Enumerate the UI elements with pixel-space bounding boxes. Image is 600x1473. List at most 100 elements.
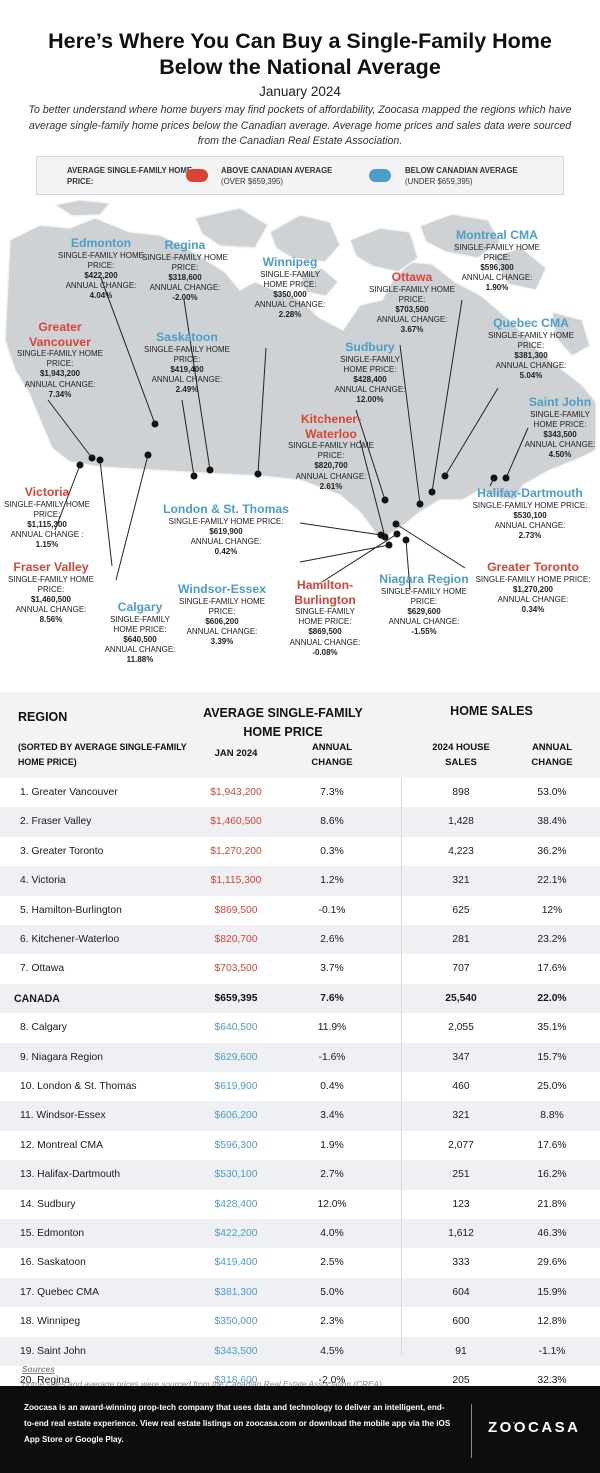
map-label-change: -0.08% — [312, 647, 338, 657]
cell-region: 4. Victoria — [20, 875, 66, 887]
cell-price-change: -0.1% — [318, 904, 346, 916]
cell-price-change: 8.6% — [320, 816, 344, 828]
map-label-price-text: SINGLE-FAMILY HOME PRICE: — [488, 330, 574, 350]
map-label-price-text: SINGLE-FAMILY HOME PRICE: — [4, 499, 90, 519]
cell-sales: 333 — [452, 1257, 470, 1269]
header-sales: HOME SALES — [450, 704, 533, 718]
map-label-greater-vancouver: Greater Vancouver SINGLE-FAMILY HOME PRIC… — [17, 320, 103, 400]
cell-price-change: 12.0% — [317, 1198, 347, 1210]
map-label-price: $530,100 — [513, 510, 547, 520]
map-label-change-text: ANNUAL CHANGE: — [334, 385, 406, 395]
map-label-price-text: SINGLE-FAMILY HOME PRICE: — [472, 500, 588, 510]
cell-sales: 91 — [455, 1345, 467, 1357]
cell-region: 10. London & St. Thomas — [20, 1081, 137, 1092]
cell-region: 20. Regina — [20, 1375, 70, 1386]
cell-sales-change: 46.3% — [537, 1228, 567, 1239]
leader-line-saint-john — [505, 427, 529, 479]
table-row: 4. Victoria $1,115,300 1.2% 321 22.1% — [0, 866, 600, 896]
cell-sales: 1,612 — [448, 1228, 474, 1239]
leader-line-victoria — [54, 464, 81, 531]
map-label-change-text: ANNUAL CHANGE: — [461, 273, 533, 283]
map-label-price: $1,943,200 — [39, 369, 81, 379]
cell-price: $1,943,200 — [210, 787, 262, 798]
cell-price-change: -1.6% — [318, 1051, 346, 1063]
leader-line-niagara-region — [405, 539, 411, 591]
canada-landmass — [4, 199, 597, 541]
cell-price: $1,115,300 — [210, 875, 262, 887]
map-label-change-text: ANNUAL CHANGE: — [24, 379, 96, 389]
cell-price-change: 4.5% — [320, 1345, 344, 1357]
map-label-name: Calgary — [117, 600, 163, 614]
map-label-change-text: ANNUAL CHANGE: — [65, 281, 137, 291]
map-label-change-text: ANNUAL CHANGE: — [186, 627, 258, 637]
cell-price: $1,270,200 — [210, 845, 262, 857]
map-label-change-text: ANNUAL CHANGE: — [494, 520, 566, 530]
cell-sales-change: 16.2% — [537, 1169, 567, 1181]
map-label-name: Halifax-Dartmouth — [477, 486, 583, 500]
cell-region: 9. Niagara Region — [20, 1051, 103, 1063]
cell-region: 13. Halifax-Dartmouth — [20, 1169, 121, 1181]
header-price: AVERAGE SINGLE-FAMILY HOME PRICE — [203, 706, 363, 739]
map-label-price: $629,600 — [407, 606, 441, 616]
cell-price: $640,500 — [214, 1022, 258, 1034]
cell-price-change: 11.9% — [317, 1022, 347, 1034]
cell-price-change: 3.7% — [320, 963, 344, 975]
cell-region: 18. Winnipeg — [20, 1316, 81, 1328]
map-label-niagara-region: Niagara Region SINGLE-FAMILY HOME PRICE: $… — [372, 572, 476, 638]
legend-below-sub: (UNDER $659,395) — [405, 177, 473, 186]
map-label-montreal-cma: Montreal CMA SINGLE-FAMILY HOME PRICE: $59… — [444, 228, 550, 294]
map-label-change-text: ANNUAL CHANGE: — [524, 440, 596, 450]
legend-above-sub: (OVER $659,395) — [221, 177, 283, 186]
price-table: REGION (SORTED BY AVERAGE SINGLE-FAMILY … — [0, 692, 600, 1396]
map-label-price-text: SINGLE-FAMILY HOME PRICE: — [288, 441, 374, 461]
map-label-change: 7.34% — [48, 389, 72, 399]
cell-price: $419,400 — [214, 1257, 258, 1269]
map-label-change-text: ANNUAL CHANGE: — [149, 283, 221, 293]
map-label-halifax-dartmouth: Halifax-Dartmouth SINGLE-FAMILY HOME PRIC… — [461, 486, 599, 541]
table-row: 9. Niagara Region $629,600 -1.6% 347 15.7% — [0, 1042, 600, 1072]
cell-price: $703,500 — [214, 963, 258, 975]
map-label-change-text: ANNUAL CHANGE : — [10, 530, 84, 540]
cell-price-change: 2.6% — [320, 934, 344, 945]
map-label-price: $318,600 — [168, 272, 202, 282]
map-label-price-text: SINGLE-FAMILY HOME PRICE: — [168, 516, 284, 526]
map-label-price: $381,300 — [514, 350, 548, 360]
cell-sales-change: 12.8% — [537, 1316, 567, 1328]
legend-above: ABOVE CANADIAN AVERAGE (OVER $659,395) — [221, 165, 361, 187]
cell-sales: 625 — [452, 904, 470, 916]
cell-price-change: 3.4% — [320, 1110, 344, 1122]
cell-sales: 205 — [452, 1375, 470, 1386]
legend-above-label: ABOVE CANADIAN AVERAGE — [221, 166, 333, 175]
cell-region: CANADA — [14, 992, 60, 1005]
zoocasa-logo[interactable]: ZO͘OCASA — [488, 1419, 581, 1436]
map-label-price-text: SINGLE-FAMILY HOME PRICE: — [369, 284, 455, 304]
table-header: REGION (SORTED BY AVERAGE SINGLE-FAMILY … — [0, 692, 600, 778]
cell-region: 2. Fraser Valley — [20, 816, 92, 828]
table-row: 14. Sudbury $428,400 12.0% 123 21.8% — [0, 1189, 600, 1219]
map-label-saint-john: Saint John SINGLE-FAMILY HOME PRICE: $343,… — [520, 395, 600, 461]
map-label-price-text: SINGLE-FAMILY HOME PRICE: — [381, 586, 467, 606]
cell-price-change: 2.3% — [320, 1316, 344, 1328]
map-label-change-text: ANNUAL CHANGE: — [254, 300, 326, 310]
map-label-greater-toronto: Greater Toronto SINGLE-FAMILY HOME PRICE:… — [472, 560, 594, 615]
cell-price-change: 0.4% — [320, 1081, 344, 1092]
cell-sales: 460 — [452, 1081, 470, 1092]
map-label-change-text: ANNUAL CHANGE: — [15, 605, 87, 615]
map-label-price: $703,500 — [395, 304, 429, 314]
cell-sales-change: 36.2% — [537, 845, 567, 857]
map-label-london-st-thomas: London & St. Thomas SINGLE-FAMILY HOME PR… — [148, 502, 304, 557]
map-label-change-text: ANNUAL CHANGE: — [388, 617, 460, 627]
map-label-change: 3.67% — [400, 325, 424, 335]
cell-sales: 321 — [452, 875, 470, 887]
map-label-victoria: Victoria SINGLE-FAMILY HOME PRICE: $1,115,… — [4, 485, 90, 551]
map-label-name: Hamilton-Burlington — [294, 578, 356, 607]
leader-line-greater-vancouver — [47, 399, 93, 459]
cell-sales: 251 — [452, 1169, 470, 1181]
map-label-sudbury: Sudbury SINGLE-FAMILY HOME PRICE: $428,400… — [330, 340, 410, 406]
map-label-change: 12.00% — [356, 395, 384, 405]
map-label-name: Ottawa — [391, 270, 433, 284]
cell-price-change: -2.0% — [318, 1375, 346, 1386]
page-title-line-2: Below the National Average — [159, 55, 441, 79]
cell-sales-change: 23.2% — [537, 934, 567, 945]
map-label-change: 1.15% — [35, 540, 59, 550]
